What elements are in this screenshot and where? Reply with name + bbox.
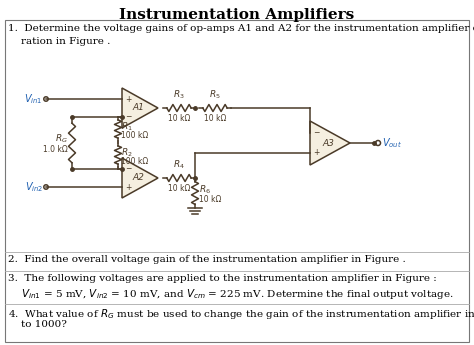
- Text: 4.  What value of $R_G$ must be used to change the gain of the instrumentation a: 4. What value of $R_G$ must be used to c…: [8, 307, 474, 321]
- Text: $R_2$: $R_2$: [121, 146, 133, 159]
- Text: 10 kΩ: 10 kΩ: [168, 114, 190, 123]
- Text: 10 kΩ: 10 kΩ: [204, 114, 226, 123]
- Text: 3.  The following voltages are applied to the instrumentation amplifier in Figur: 3. The following voltages are applied to…: [8, 274, 437, 283]
- Text: $R_1$: $R_1$: [121, 120, 133, 133]
- Text: to 1000?: to 1000?: [8, 320, 67, 329]
- Text: $V_{in1}$: $V_{in1}$: [25, 92, 43, 106]
- Text: $V_{in1}$ = 5 mV, $V_{in2}$ = 10 mV, and $V_{cm}$ = 225 mV. Determine the final : $V_{in1}$ = 5 mV, $V_{in2}$ = 10 mV, and…: [8, 287, 454, 301]
- Text: $V_{out}$: $V_{out}$: [382, 136, 402, 150]
- Text: A2: A2: [132, 174, 144, 183]
- Text: 10 kΩ: 10 kΩ: [199, 195, 221, 204]
- Text: −: −: [313, 129, 319, 138]
- Text: 2.  Find the overall voltage gain of the instrumentation amplifier in Figure .: 2. Find the overall voltage gain of the …: [8, 255, 406, 264]
- Text: 1.  Determine the voltage gains of op-amps A1 and A2 for the instrumentation amp: 1. Determine the voltage gains of op-amp…: [8, 24, 474, 46]
- Text: $V_{in2}$: $V_{in2}$: [25, 180, 43, 194]
- Text: 1.0 kΩ: 1.0 kΩ: [43, 145, 68, 154]
- Text: $R_G$: $R_G$: [55, 133, 68, 145]
- Text: $R_4$: $R_4$: [173, 158, 185, 171]
- Text: −: −: [125, 112, 131, 121]
- Polygon shape: [122, 88, 158, 128]
- Text: A1: A1: [132, 104, 144, 112]
- Text: 100 kΩ: 100 kΩ: [121, 157, 148, 166]
- Text: +: +: [125, 95, 131, 103]
- Text: 10 kΩ: 10 kΩ: [168, 184, 190, 193]
- Text: $R_6$: $R_6$: [199, 184, 211, 196]
- Text: +: +: [125, 183, 131, 191]
- Text: A3: A3: [322, 138, 334, 148]
- Text: +: +: [313, 148, 319, 157]
- Text: $R_3$: $R_3$: [173, 89, 185, 101]
- Text: Instrumentation Amplifiers: Instrumentation Amplifiers: [119, 8, 355, 22]
- Polygon shape: [122, 158, 158, 198]
- Text: 100 kΩ: 100 kΩ: [121, 131, 148, 140]
- Polygon shape: [310, 121, 350, 165]
- Text: −: −: [125, 165, 131, 174]
- Text: $R_5$: $R_5$: [209, 89, 221, 101]
